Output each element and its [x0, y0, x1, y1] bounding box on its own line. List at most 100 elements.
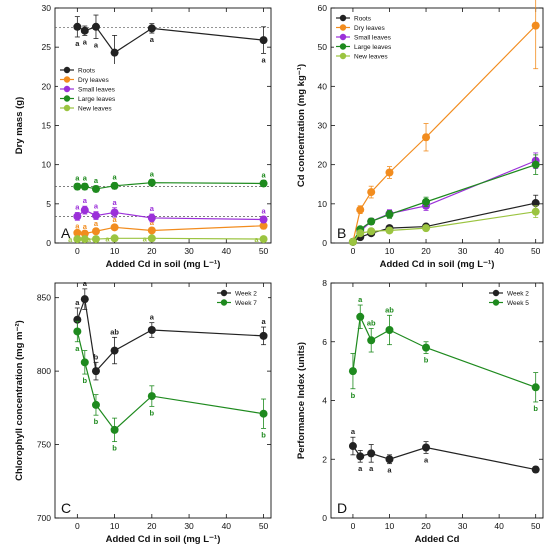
x-tick-label: 0 [351, 521, 356, 531]
significance-letter: a [254, 235, 259, 244]
data-point [531, 21, 540, 30]
significance-letter: a [150, 218, 155, 227]
x-tick-label: 50 [531, 246, 541, 256]
data-point [422, 133, 431, 142]
significance-letter: a [87, 235, 92, 244]
data-point [110, 48, 119, 57]
y-axis-title: Performance Index (units) [296, 342, 307, 459]
legend-label: Dry leaves [78, 77, 109, 84]
data-point [110, 234, 119, 243]
significance-letter: a [424, 455, 429, 464]
x-tick-label: 0 [351, 246, 356, 256]
legend-label: Week 2 [507, 290, 529, 297]
y-tick-label: 2 [322, 454, 327, 464]
legend-label: Large leaves [354, 44, 392, 51]
x-tick-label: 10 [385, 521, 395, 531]
series-line [77, 26, 264, 54]
significance-letter: a [75, 173, 80, 182]
legend-swatch-marker [339, 14, 347, 22]
data-point [367, 336, 376, 345]
legend-swatch-marker [339, 33, 347, 41]
data-point [110, 425, 119, 434]
x-tick-label: 20 [421, 521, 431, 531]
data-point [259, 36, 268, 45]
significance-letter: a [113, 215, 118, 224]
significance-letter: a [113, 198, 118, 207]
data-point [73, 212, 82, 221]
significance-letter: a [387, 466, 392, 475]
data-point [80, 206, 89, 215]
significance-letter: a [83, 173, 88, 182]
y-tick-label: 750 [37, 440, 51, 450]
significance-letter: a [105, 234, 110, 243]
significance-letter: a [83, 196, 88, 205]
data-point [91, 367, 100, 376]
significance-letter: a [113, 173, 118, 182]
legend-swatch-marker [63, 85, 71, 93]
significance-letter: a [75, 221, 80, 230]
significance-letter: a [150, 170, 155, 179]
significance-letter: a [150, 204, 155, 213]
x-axis-title: Added Cd in soil (mg L⁻¹) [380, 259, 495, 270]
x-tick-label: 10 [110, 521, 120, 531]
y-tick-label: 20 [42, 81, 52, 91]
legend: Roots Dry leaves Small leaves Large leaves N… [334, 12, 406, 63]
significance-letter: a [68, 235, 73, 244]
legend-label: Roots [354, 15, 372, 22]
data-point [259, 409, 268, 418]
legend-swatch-marker [220, 289, 228, 297]
series-line [76, 209, 264, 221]
series-line [352, 202, 536, 243]
legend-swatch-marker [492, 289, 500, 297]
x-tick-label: 10 [385, 246, 395, 256]
data-point [422, 343, 431, 352]
data-point [73, 327, 82, 336]
significance-letter: b [94, 417, 99, 426]
legend-label: New leaves [354, 53, 388, 60]
data-point [259, 179, 268, 188]
data-point [259, 221, 268, 230]
panel-c: 0 10 20 30 40 50 700 750 800 850 Added Cd in soil … [14, 279, 272, 545]
legend-swatch-marker [63, 76, 71, 83]
significance-letter: a [83, 222, 88, 231]
data-point [110, 223, 119, 232]
data-point [147, 213, 156, 222]
y-tick-label: 0 [322, 513, 327, 523]
data-point [348, 442, 357, 451]
series-line [352, 211, 536, 243]
significance-letter: b [261, 430, 266, 439]
legend-swatch-marker [63, 95, 71, 102]
data-point [259, 331, 268, 340]
series-week-2: aa a aa [348, 427, 540, 475]
series-roots [348, 194, 540, 246]
significance-letter: a [94, 176, 99, 185]
data-point [531, 383, 540, 392]
legend-label: Dry leaves [354, 25, 385, 32]
data-point [356, 452, 365, 461]
x-axis-title: Added Cd [415, 534, 460, 545]
y-tick-label: 40 [318, 81, 328, 91]
data-point [348, 367, 357, 376]
data-point [80, 182, 89, 191]
data-point [147, 392, 156, 401]
data-point [147, 234, 156, 243]
x-tick-label: 20 [147, 246, 157, 256]
x-tick-label: 40 [222, 521, 232, 531]
panel-letter: D [337, 500, 347, 516]
legend-swatch-marker [63, 66, 71, 74]
data-point [80, 26, 89, 35]
data-point [91, 184, 100, 193]
data-point [147, 178, 156, 187]
data-point [147, 326, 156, 334]
y-tick-label: 4 [322, 396, 327, 406]
data-point [80, 235, 89, 244]
data-point [91, 235, 100, 244]
y-axis-title: Chlorophyll concentration (mg m⁻²) [14, 320, 25, 481]
x-axis-title: Added Cd in soil (mg L⁻¹) [106, 534, 221, 545]
significance-letter: b [94, 352, 99, 361]
